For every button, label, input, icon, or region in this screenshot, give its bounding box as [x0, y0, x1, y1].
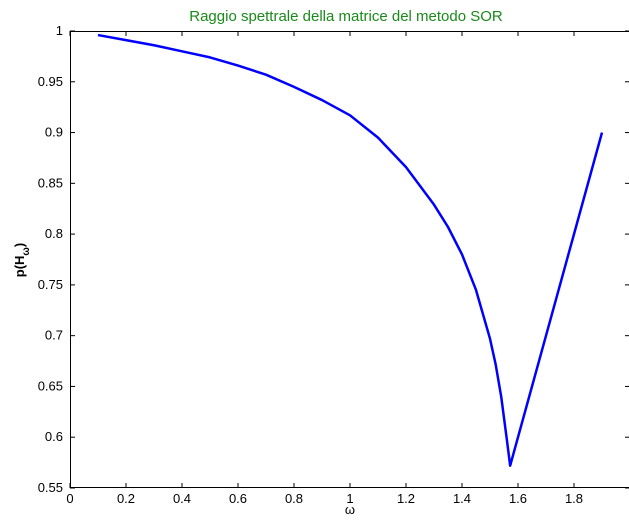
y-tick-label: 0.65	[38, 378, 63, 393]
y-axis-label: p(Hω)	[12, 243, 32, 277]
y-tick-label: 0.55	[38, 480, 63, 495]
y-axis-label-subscript: ω	[21, 247, 32, 256]
x-tick-label: 0	[66, 491, 73, 506]
y-axis-label-main: p(H	[12, 256, 27, 278]
x-tick-label: 1.8	[565, 491, 583, 506]
y-tick-label: 0.7	[45, 328, 63, 343]
y-tick-label: 1	[56, 23, 63, 38]
x-axis-label: ω	[345, 502, 355, 517]
plot-area-frame	[70, 31, 629, 488]
y-tick-label: 0.95	[38, 74, 63, 89]
y-tick-label: 0.75	[38, 277, 63, 292]
x-tick-label: 0.2	[117, 491, 135, 506]
y-axis-label-close: )	[12, 243, 27, 247]
x-tick-label: 1	[346, 491, 353, 506]
x-tick-label: 1.4	[453, 491, 471, 506]
series-line	[97, 33, 604, 467]
y-tick-label: 0.8	[45, 226, 63, 241]
x-tick-label: 0.6	[229, 491, 247, 506]
y-tick-label: 0.9	[45, 125, 63, 140]
x-tick-label: 1.2	[397, 491, 415, 506]
y-tick-label: 0.85	[38, 175, 63, 190]
y-axis-ticks: 0.55 0.6 0.65 0.7 0.75 0.8 0.85 0.9 0.95 1	[38, 23, 629, 495]
x-tick-label: 1.6	[509, 491, 527, 506]
x-tick-label: 0.8	[285, 491, 303, 506]
x-tick-label: 0.4	[173, 491, 191, 506]
y-tick-label: 0.6	[45, 429, 63, 444]
x-axis-ticks: 0 0.2 0.4 0.6 0.8 1 1.2 1.4 1.6 1.8	[66, 31, 583, 506]
chart-title: Raggio spettrale della matrice del metod…	[189, 8, 503, 25]
